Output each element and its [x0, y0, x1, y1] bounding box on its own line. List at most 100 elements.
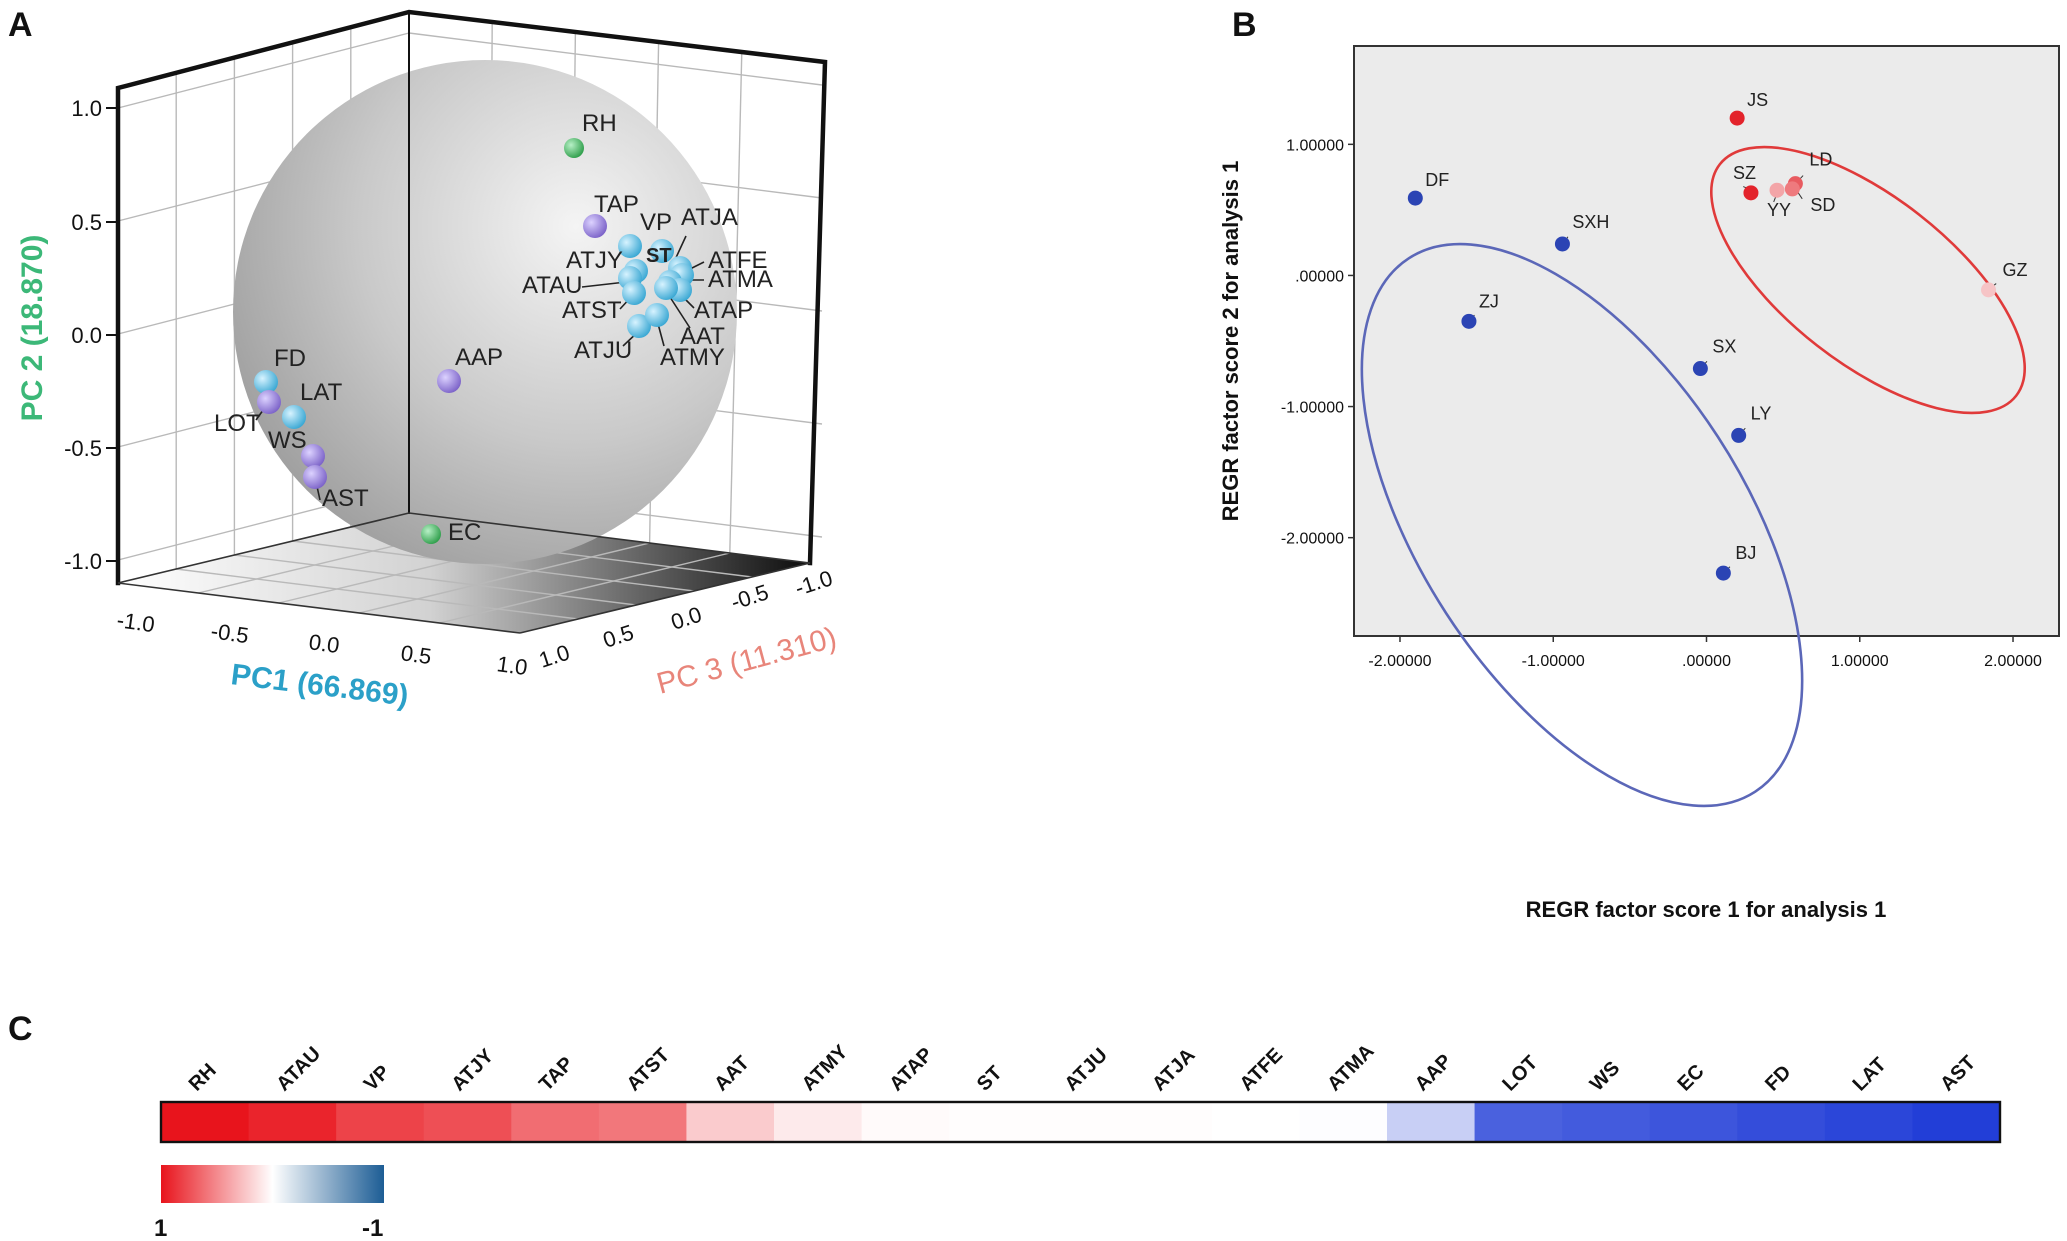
heat-cell-atma — [1299, 1102, 1387, 1142]
heat-label-atau: ATAU — [272, 1043, 325, 1096]
figure: A 1.0 0.5 0.0 - — [0, 0, 2067, 1241]
heat-cell-atju — [1037, 1102, 1125, 1142]
heat-cell-atfe — [1212, 1102, 1300, 1142]
b-y-tick-label: .00000 — [1295, 268, 1344, 285]
heat-label-atjy: ATJY — [447, 1044, 498, 1095]
b-label-sx: SX — [1712, 337, 1736, 357]
pca-label-ec: EC — [448, 519, 481, 546]
pc3-tick-label: 0.0 — [668, 602, 705, 635]
pca-point-atmy — [645, 303, 669, 327]
pc2-tick-label: 0.5 — [71, 210, 102, 235]
pca-label-aap: AAP — [455, 344, 503, 371]
heat-cell-st — [949, 1102, 1037, 1142]
pca-label-ws: WS — [268, 427, 307, 454]
heat-label-ec: EC — [1673, 1060, 1708, 1095]
heat-label-atma: ATMA — [1323, 1040, 1378, 1095]
pca-label-ast: AST — [322, 485, 369, 512]
b-x-tick-label: 1.00000 — [1831, 653, 1889, 670]
heat-cell-lot — [1475, 1102, 1563, 1142]
heat-cell-atst — [599, 1102, 687, 1142]
pc3-tick-label: 1.0 — [536, 640, 573, 673]
b-label-gz: GZ — [2003, 260, 2028, 280]
heat-label-lot: LOT — [1498, 1052, 1542, 1096]
heat-label-ast: AST — [1936, 1052, 1980, 1096]
heat-cell-vp — [336, 1102, 424, 1142]
pca-label-atma: ATMA — [708, 266, 773, 293]
pca-label-st: ST — [646, 245, 672, 267]
pc2-tick-label: 0.0 — [71, 323, 102, 348]
pca-point-atst — [622, 281, 646, 305]
pc1-tick-label: -1.0 — [115, 607, 156, 637]
heat-cell-lat — [1825, 1102, 1913, 1142]
pc3-axis-title: PC 3 (11.310) — [653, 621, 840, 701]
legend-min-label: -1 — [362, 1215, 383, 1241]
heat-label-atap: ATAP — [885, 1044, 937, 1096]
b-point-bj — [1716, 566, 1731, 581]
b-point-sxh — [1555, 236, 1570, 251]
pc1-tick-label: 1.0 — [495, 651, 529, 680]
pca-label-lot: LOT — [214, 410, 261, 437]
heat-label-fd: FD — [1761, 1061, 1795, 1095]
b-x-axis-title: REGR factor score 1 for analysis 1 — [1526, 897, 1887, 922]
pca-label-atap: ATAP — [694, 297, 753, 324]
b-point-df — [1408, 191, 1423, 206]
b-point-sd — [1785, 181, 1800, 196]
b-point-ly — [1731, 428, 1746, 443]
pca-label-lat: LAT — [300, 379, 343, 406]
heat-label-atfe: ATFE — [1236, 1044, 1287, 1095]
b-point-sx — [1693, 361, 1708, 376]
b-label-sz: SZ — [1733, 163, 1756, 183]
panel-c-letter: C — [8, 1010, 33, 1048]
heat-label-vp: VP — [360, 1061, 394, 1095]
b-y-tick-label: -1.00000 — [1281, 400, 1344, 417]
pc3-tick-label: 0.5 — [600, 620, 637, 653]
heat-cell-atja — [1124, 1102, 1212, 1142]
legend-max-label: 1 — [154, 1215, 167, 1241]
pca-label-atst: ATST — [562, 297, 622, 324]
panel-b-letter: B — [1232, 6, 1257, 44]
pc1-axis-title: PC1 (66.869) — [229, 658, 410, 713]
panel-c-heatmap: C RH ATAU VP ATJY TAP ATST AAT ATMY ATAP ST ATJU AT… — [8, 1010, 2001, 1241]
pca-label-atau: ATAU — [522, 272, 582, 299]
heat-cell-aat — [686, 1102, 774, 1142]
color-legend-bar — [161, 1165, 384, 1203]
heat-label-st: ST — [973, 1062, 1007, 1096]
pc2-ticks: 1.0 0.5 0.0 -0.5 -1.0 — [64, 96, 120, 574]
heat-cell-rh — [161, 1102, 249, 1142]
heat-cell-atjy — [424, 1102, 512, 1142]
pc1-tick-label: 0.5 — [399, 640, 433, 669]
heat-cell-tap — [511, 1102, 599, 1142]
pca-point-lat — [282, 405, 306, 429]
pc2-tick-label: 1.0 — [71, 96, 102, 121]
pc1-tick-label: 0.0 — [307, 629, 341, 658]
heatmap-cells — [161, 1102, 2001, 1142]
heat-cell-atmy — [774, 1102, 862, 1142]
pc1-tick-label: -0.5 — [209, 618, 250, 648]
pca-label-atjy: ATJY — [566, 247, 623, 274]
b-point-zj — [1461, 314, 1476, 329]
pca-label-atja: ATJA — [681, 204, 738, 231]
heat-label-ws: WS — [1586, 1057, 1624, 1095]
pca-point-ec — [421, 524, 441, 544]
b-point-yy — [1770, 183, 1785, 198]
heat-label-aap: AAP — [1411, 1050, 1456, 1095]
b-label-sxh: SXH — [1572, 212, 1609, 232]
pca-label-fd: FD — [274, 345, 306, 372]
pca-label-rh: RH — [582, 110, 617, 137]
b-point-js — [1730, 111, 1745, 126]
heat-cell-ws — [1562, 1102, 1650, 1142]
heat-cell-aap — [1387, 1102, 1475, 1142]
pca-point-rh — [564, 138, 584, 158]
b-label-df: DF — [1425, 170, 1449, 190]
b-label-sd: SD — [1810, 195, 1835, 215]
b-label-ly: LY — [1751, 403, 1772, 423]
heat-label-atja: ATJA — [1148, 1044, 1199, 1095]
b-point-gz — [1981, 282, 1996, 297]
panel-a-3d-plot: A 1.0 0.5 0.0 - — [8, 6, 840, 713]
panel-a-letter: A — [8, 6, 33, 44]
pc2-tick-label: -0.5 — [64, 436, 102, 461]
b-x-tick-label: -1.00000 — [1522, 653, 1585, 670]
heat-cell-ec — [1650, 1102, 1738, 1142]
b-y-tick-label: 1.00000 — [1286, 137, 1344, 154]
heat-cell-atau — [249, 1102, 337, 1142]
